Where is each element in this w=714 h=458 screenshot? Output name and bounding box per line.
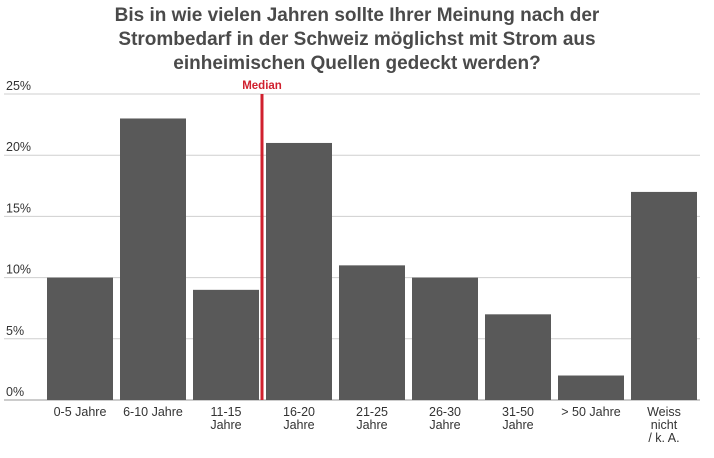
y-tick-label: 5% xyxy=(6,324,24,338)
median-marker: Median xyxy=(242,80,282,400)
y-tick-label: 15% xyxy=(6,201,31,215)
chart-title: Bis in wie vielen Jahren sollte Ihrer Me… xyxy=(114,5,600,74)
category-label: 26-30 Jahre xyxy=(429,405,461,432)
category-label: > 50 Jahre xyxy=(561,405,620,419)
category-label: 11-15 Jahre xyxy=(210,405,241,432)
y-tick-label: 25% xyxy=(6,79,31,93)
bars xyxy=(47,118,697,400)
category-label: 21-25 Jahre xyxy=(356,405,388,432)
category-label: 6-10 Jahre xyxy=(123,405,183,419)
bar xyxy=(339,265,405,400)
category-label: 16-20 Jahre xyxy=(283,405,315,432)
y-tick-label: 20% xyxy=(6,140,31,154)
bar xyxy=(120,118,186,400)
bar xyxy=(193,289,259,400)
category-label: 0-5 Jahre xyxy=(54,405,107,419)
bar xyxy=(47,277,113,400)
bar xyxy=(412,277,478,400)
x-axis-category-labels: 0-5 Jahre 6-10 Jahre 11-15 Jahre 16-20 Jahre 2… xyxy=(54,405,681,445)
category-label: Weiss nicht / k. A. xyxy=(647,405,681,445)
bar xyxy=(266,142,332,400)
bar xyxy=(485,314,551,400)
y-tick-label: 10% xyxy=(6,263,31,277)
median-label: Median xyxy=(242,80,282,92)
bar xyxy=(558,375,624,400)
y-axis-tick-labels: 0% 5% 10% 15% 20% 25% xyxy=(6,79,31,399)
category-label: 31-50 Jahre xyxy=(502,405,534,432)
bar xyxy=(631,191,697,400)
y-tick-label: 0% xyxy=(6,385,24,399)
